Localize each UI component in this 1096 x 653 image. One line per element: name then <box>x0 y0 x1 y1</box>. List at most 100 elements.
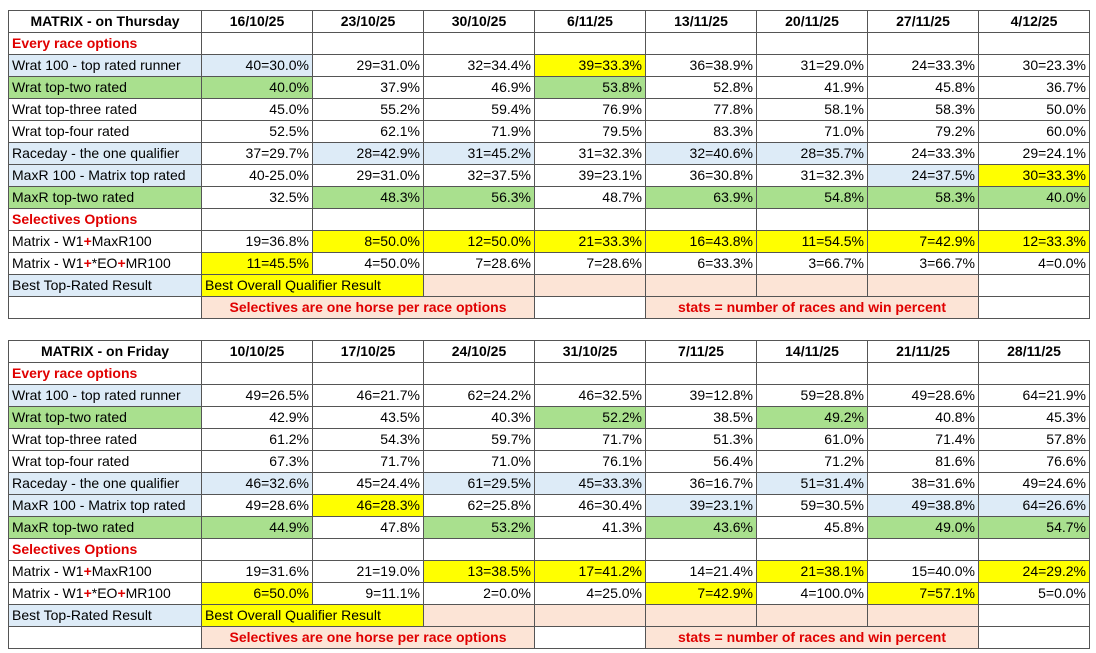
stat-cell: 14=21.4% <box>645 560 757 583</box>
stat-cell: 2=0.0% <box>423 582 535 605</box>
stat-cell: 21=33.3% <box>534 230 646 253</box>
row: Selectives Options <box>8 208 1090 231</box>
stat-cell: 71.7% <box>534 428 646 451</box>
stat-cell: 11=45.5% <box>201 252 313 275</box>
stat-cell: 56.4% <box>645 450 757 473</box>
stat-cell: 43.5% <box>312 406 424 429</box>
empty-cell <box>756 208 868 231</box>
stat-cell: 40-25.0% <box>201 164 313 187</box>
plus-sign: + <box>117 585 126 601</box>
stat-cell: 39=23.1% <box>534 164 646 187</box>
plus-sign: + <box>117 255 126 271</box>
stat-cell: 77.8% <box>645 98 757 121</box>
stat-cell: 31=45.2% <box>423 142 535 165</box>
stat-cell: 46=21.7% <box>312 384 424 407</box>
stat-cell: 53.2% <box>423 516 535 539</box>
stat-cell: 38.5% <box>645 406 757 429</box>
row-label: Wrat top-three rated <box>8 98 202 121</box>
date-header: 21/11/25 <box>867 340 979 363</box>
row: MaxR top-two rated 32.5% 48.3% 56.3% 48.7% 63… <box>8 186 1090 209</box>
empty-cell <box>312 538 424 561</box>
stat-cell: 46=32.6% <box>201 472 313 495</box>
row: Best Top-Rated Result Best Overall Qualif… <box>8 274 1090 297</box>
stat-cell: 41.3% <box>534 516 646 539</box>
stat-cell: 52.2% <box>534 406 646 429</box>
empty-cell <box>8 626 202 649</box>
stat-cell: 24=37.5% <box>867 164 979 187</box>
stat-cell: 28=35.7% <box>756 142 868 165</box>
empty-cell <box>312 32 424 55</box>
row-label: Wrat top-two rated <box>8 76 202 99</box>
stat-cell: 7=28.6% <box>534 252 646 275</box>
empty-cell <box>867 604 979 627</box>
plus-sign: + <box>83 563 92 579</box>
row: Every race options <box>8 32 1090 55</box>
stat-cell: 62=25.8% <box>423 494 535 517</box>
empty-cell <box>534 604 646 627</box>
row-label: Raceday - the one qualifier <box>8 142 202 165</box>
row: Wrat top-four rated 67.3% 71.7% 71.0% 76.1% 5… <box>8 450 1090 473</box>
empty-cell <box>645 538 757 561</box>
stat-cell: 64=21.9% <box>978 384 1090 407</box>
stat-cell: 81.6% <box>867 450 979 473</box>
stat-cell: 3=66.7% <box>867 252 979 275</box>
section-label: Selectives Options <box>8 208 202 231</box>
empty-cell <box>978 604 1090 627</box>
empty-cell <box>867 32 979 55</box>
stat-cell: 54.3% <box>312 428 424 451</box>
row-label: Wrat top-four rated <box>8 120 202 143</box>
stat-cell: 12=50.0% <box>423 230 535 253</box>
stat-cell: 31=32.3% <box>534 142 646 165</box>
stat-cell: 71.7% <box>312 450 424 473</box>
empty-cell <box>312 362 424 385</box>
empty-cell <box>645 362 757 385</box>
stat-cell: 24=33.3% <box>867 54 979 77</box>
row: Wrat top-two rated 40.0% 37.9% 46.9% 53.8% 52… <box>8 76 1090 99</box>
stat-cell: 48.7% <box>534 186 646 209</box>
notes-row: Selectives are one horse per race option… <box>8 296 1090 319</box>
stat-cell: 45=33.3% <box>534 472 646 495</box>
stat-cell: 36=38.9% <box>645 54 757 77</box>
row-label: Wrat 100 - top rated runner <box>8 384 202 407</box>
empty-cell <box>867 362 979 385</box>
empty-cell <box>423 538 535 561</box>
stat-cell: 37.9% <box>312 76 424 99</box>
stat-cell: 71.2% <box>756 450 868 473</box>
stat-cell: 46=30.4% <box>534 494 646 517</box>
footnote: Selectives are one horse per race option… <box>201 296 535 319</box>
stat-cell: 32.5% <box>201 186 313 209</box>
stat-cell: 49=24.6% <box>978 472 1090 495</box>
stat-cell: 52.5% <box>201 120 313 143</box>
stat-cell: 67.3% <box>201 450 313 473</box>
note-cell: Best Overall Qualifier Result <box>201 604 424 627</box>
empty-cell <box>312 208 424 231</box>
stat-cell: 24=29.2% <box>978 560 1090 583</box>
row: MaxR 100 - Matrix top rated 49=28.6% 46=28… <box>8 494 1090 517</box>
stat-cell: 71.0% <box>423 450 535 473</box>
stat-cell: 11=54.5% <box>756 230 868 253</box>
row-label: Wrat top-three rated <box>8 428 202 451</box>
stat-cell: 4=0.0% <box>978 252 1090 275</box>
row: Wrat 100 - top rated runner 49=26.5% 46=21… <box>8 384 1090 407</box>
stat-cell: 21=38.1% <box>756 560 868 583</box>
row-label: Matrix - W1+MaxR100 <box>8 560 202 583</box>
row: Wrat top-three rated 61.2% 54.3% 59.7% 71.7%… <box>8 428 1090 451</box>
date-header: 20/11/25 <box>756 10 868 33</box>
stat-cell: 31=32.3% <box>756 164 868 187</box>
date-header: 31/10/25 <box>534 340 646 363</box>
section-label: Selectives Options <box>8 538 202 561</box>
stat-cell: 57.8% <box>978 428 1090 451</box>
row-label: Matrix - W1+MaxR100 <box>8 230 202 253</box>
empty-cell <box>534 274 646 297</box>
empty-cell <box>756 362 868 385</box>
stat-cell: 58.3% <box>867 186 979 209</box>
row: Wrat top-three rated 45.0% 55.2% 59.4% 76.9%… <box>8 98 1090 121</box>
row-label: Wrat top-two rated <box>8 406 202 429</box>
empty-cell <box>978 208 1090 231</box>
empty-cell <box>423 208 535 231</box>
date-header: 13/11/25 <box>645 10 757 33</box>
empty-cell <box>201 538 313 561</box>
date-header: 27/11/25 <box>867 10 979 33</box>
row: MaxR top-two rated 44.9% 47.8% 53.2% 41.3% 43… <box>8 516 1090 539</box>
table-title: MATRIX - on Friday <box>8 340 202 363</box>
